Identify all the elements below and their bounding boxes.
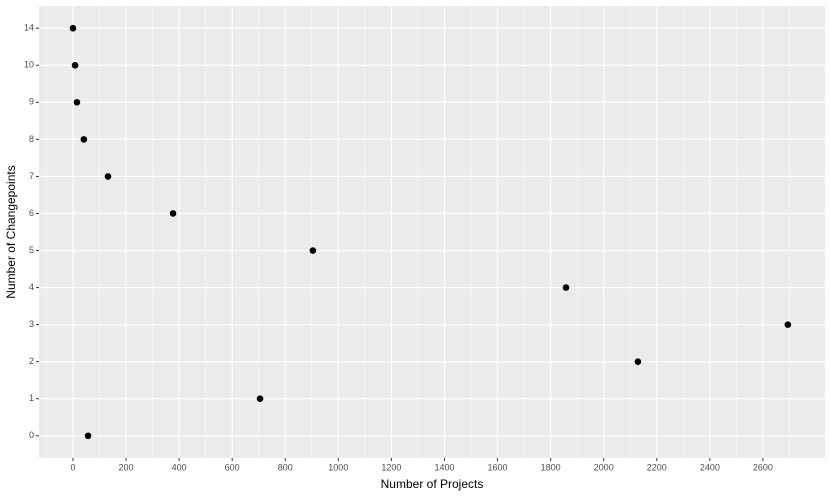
x-tick-label: 200 (119, 462, 134, 472)
panel (39, 6, 825, 458)
x-tick-label: 2000 (594, 462, 614, 472)
y-tick-label: 5 (29, 245, 34, 255)
point (634, 358, 642, 365)
x-tick-label: 2600 (753, 462, 773, 472)
y-tick-label: 7 (29, 171, 34, 181)
y-tick-label: 10 (24, 60, 34, 70)
point (784, 321, 792, 328)
point (169, 210, 177, 217)
point (562, 284, 570, 291)
x-tick-label: 1600 (488, 462, 508, 472)
x-tick-label: 800 (278, 462, 293, 472)
x-tick-label: 400 (172, 462, 187, 472)
point (80, 136, 88, 143)
x-tick-label: 600 (225, 462, 240, 472)
point (309, 247, 317, 254)
y-tick-label: 4 (29, 282, 34, 292)
point (71, 61, 79, 69)
point (73, 99, 81, 106)
point (256, 395, 264, 403)
y-tick-label: 2 (29, 356, 34, 366)
y-tick-label: 9 (29, 97, 34, 107)
x-tick-label: 0 (70, 462, 75, 472)
x-tick-label: 1200 (381, 462, 401, 472)
y-tick-label: 8 (29, 134, 34, 144)
point (69, 24, 77, 32)
y-tick-label: 6 (29, 208, 34, 218)
y-tick-label: 3 (29, 319, 34, 329)
x-tick-label: 2200 (647, 462, 667, 472)
x-tick-label: 1400 (434, 462, 454, 472)
x-tick-label: 2400 (700, 462, 720, 472)
y-axis-title: Number of Changepoints (4, 165, 18, 298)
y-tick-label: 1 (29, 393, 34, 403)
x-tick-label: 1800 (541, 462, 561, 472)
y-tick-label: 14 (24, 23, 34, 33)
x-axis-title: Number of Projects (381, 477, 484, 491)
y-tick-label: 0 (29, 430, 34, 440)
point (84, 432, 92, 440)
x-tick-label: 1000 (328, 462, 348, 472)
point (104, 173, 112, 180)
